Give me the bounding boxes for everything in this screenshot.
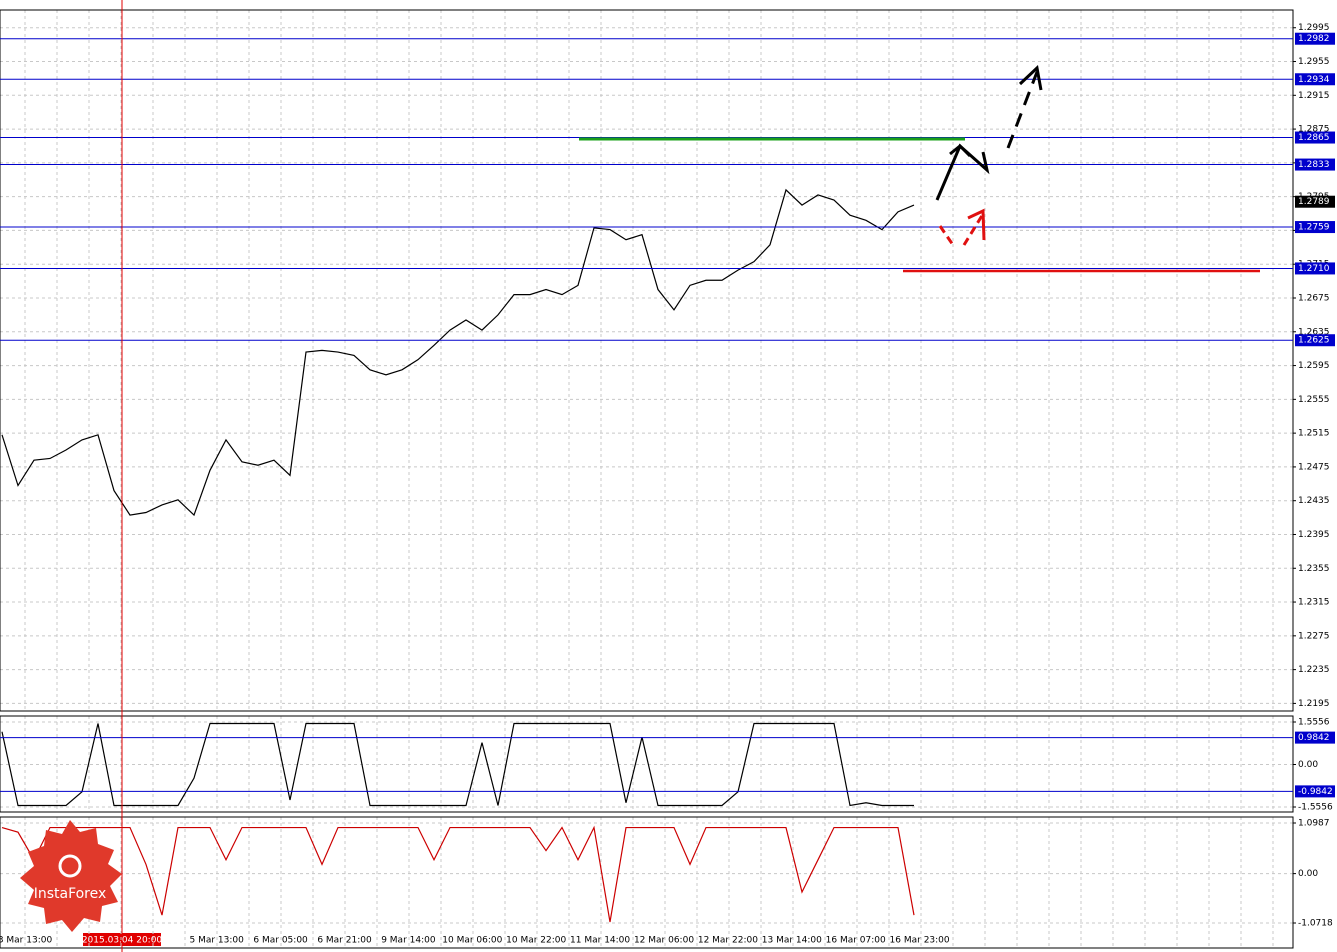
alt-arrow <box>938 225 955 246</box>
arrow-head <box>1018 65 1043 91</box>
x-tick-label: 10 Mar 22:00 <box>506 936 566 946</box>
y-tick-label: 1.2395 <box>1298 530 1330 540</box>
y-tick-label: 1.2435 <box>1298 496 1330 506</box>
y-tick-label: 1.2475 <box>1298 462 1330 472</box>
y-tick-label: 1.2915 <box>1298 91 1330 101</box>
level-label-box <box>1295 334 1335 347</box>
price-line <box>1 825 915 923</box>
level-label-box <box>1295 262 1335 275</box>
level-label: -0.9842 <box>1298 787 1333 797</box>
x-tick-label: 16 Mar 23:00 <box>890 936 950 946</box>
y-tick-label: 0.00 <box>1298 760 1318 770</box>
level-label: 1.2710 <box>1298 264 1330 274</box>
x-tick-label: 12 Mar 06:00 <box>634 936 694 946</box>
logo: InstaForex <box>20 820 122 932</box>
level-label-box <box>1295 731 1335 744</box>
y-tick-label: 1.2595 <box>1298 361 1330 371</box>
level-label: 1.2833 <box>1298 160 1330 170</box>
y-tick-label: 1.2995 <box>1298 23 1330 33</box>
panel-frame <box>0 816 1294 949</box>
x-tick-label: 11 Mar 14:00 <box>570 936 630 946</box>
level-label-box <box>1295 221 1335 234</box>
forecast-arrow <box>935 143 990 201</box>
y-tick-label: 1.2235 <box>1298 665 1330 675</box>
y-tick-label: 1.2675 <box>1298 294 1330 304</box>
x-tick-label: 12 Mar 22:00 <box>698 936 758 946</box>
level-label: 0.9842 <box>1298 733 1330 743</box>
panel-frame <box>0 9 1294 712</box>
alt-arrow <box>962 213 985 246</box>
y-tick-label: 1.2355 <box>1298 564 1330 574</box>
y-tick-label: -1.5556 <box>1298 803 1333 813</box>
x-tick-label: 16 Mar 07:00 <box>826 936 886 946</box>
y-tick-label: 1.2555 <box>1298 395 1330 405</box>
y-tick-label: 1.2315 <box>1298 598 1330 608</box>
last-price-label: 1.2789 <box>1298 197 1330 207</box>
y-tick-label: 1.0987 <box>1298 818 1330 828</box>
x-tick-label: 9 Mar 14:00 <box>381 936 436 946</box>
y-tick-label: 1.2635 <box>1298 327 1330 337</box>
x-tick-label: 6 Mar 21:00 <box>317 936 372 946</box>
y-tick-label: 1.2955 <box>1298 57 1330 67</box>
x-tick-label: 10 Mar 06:00 <box>442 936 502 946</box>
level-label-box <box>1295 32 1335 45</box>
level-label: 1.2934 <box>1298 75 1330 85</box>
logo-icon <box>58 854 82 878</box>
y-tick-label: 1.2195 <box>1298 699 1330 709</box>
price-line <box>1 722 914 807</box>
last-price-box <box>1295 195 1335 208</box>
price-line <box>1 188 915 517</box>
x-tick-label: 6 Mar 05:00 <box>253 936 308 946</box>
y-tick-label: 1.2875 <box>1298 125 1330 135</box>
level-label-box <box>1295 158 1335 171</box>
y-tick-label: 1.5556 <box>1298 717 1330 727</box>
x-tick-label: 13 Mar 14:00 <box>762 936 822 946</box>
level-label: 1.2982 <box>1298 34 1330 44</box>
arrow-head <box>949 143 972 158</box>
y-tick-label: 0.00 <box>1298 869 1318 879</box>
arrow-head <box>967 208 986 241</box>
logo-text: InstaForex <box>34 886 107 902</box>
y-tick-label: 1.2515 <box>1298 429 1330 439</box>
y-tick-label: -1.0718 <box>1298 918 1333 928</box>
level-label: 1.2865 <box>1298 133 1330 143</box>
forecast-arrow-dashed <box>1006 71 1039 149</box>
x-tick-label: 5 Mar 13:00 <box>190 936 245 946</box>
level-label-box <box>1295 131 1335 144</box>
level-label-box <box>1295 785 1335 798</box>
level-label: 1.2759 <box>1298 223 1330 233</box>
panel-frame <box>0 715 1294 813</box>
level-label-box <box>1295 73 1335 86</box>
level-label: 1.2625 <box>1298 336 1330 346</box>
plot-layer: 1.29951.29551.29151.28751.28351.27951.27… <box>0 9 1335 949</box>
y-tick-label: 1.2275 <box>1298 631 1330 641</box>
x-tick-label: 3 Mar 13:00 <box>0 936 52 946</box>
